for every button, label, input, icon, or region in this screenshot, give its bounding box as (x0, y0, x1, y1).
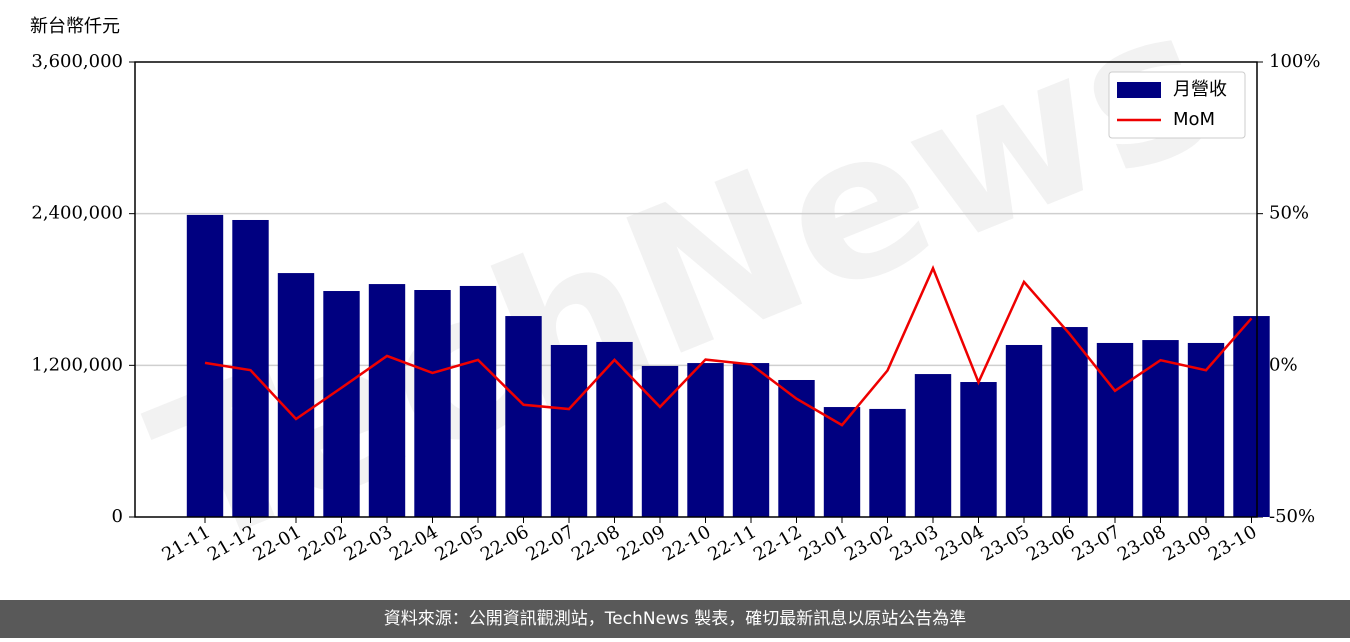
bar (596, 341, 633, 517)
x-tick-label: 22-11 (705, 521, 760, 565)
bar (1142, 340, 1179, 517)
x-tick-label: 23-04 (932, 521, 987, 565)
bar (505, 316, 542, 517)
x-tick-label: 22-09 (614, 521, 669, 565)
y-tick-label: 0 (112, 506, 123, 527)
bar (869, 408, 906, 517)
x-tick-label: 23-05 (978, 521, 1033, 565)
bar (914, 374, 952, 517)
bar (778, 379, 815, 517)
bar (323, 291, 360, 517)
x-tick-label: 22-08 (568, 521, 623, 565)
x-tick-label: 23-02 (841, 521, 896, 565)
bar (368, 284, 406, 517)
line (204, 265, 1253, 427)
x-tick-label: 22-12 (750, 521, 805, 565)
bar (687, 363, 724, 517)
bar (641, 365, 679, 517)
x-tick-label: 22-05 (432, 521, 487, 565)
y2-tick-label: 100% (1269, 51, 1320, 72)
footer-bar (0, 600, 1350, 638)
x-tick-label: 23-01 (796, 521, 851, 565)
bar (1187, 342, 1225, 517)
legend-label: 月營收 (1173, 79, 1227, 100)
bar (1233, 316, 1270, 517)
y-tick-label: 1,200,000 (31, 354, 123, 375)
bar (732, 363, 770, 517)
x-tick-label: 23-07 (1069, 521, 1124, 565)
bar (550, 344, 588, 517)
x-tick-label: 23-03 (887, 521, 942, 565)
bar (960, 382, 997, 517)
bar (414, 290, 451, 517)
x-tick-label: 23-08 (1114, 521, 1169, 565)
x-tick-label: 23-09 (1160, 521, 1215, 565)
bar (1096, 342, 1134, 517)
plot-frame (134, 61, 1258, 518)
legend-swatch (1117, 82, 1161, 98)
x-tick-label: 23-06 (1023, 521, 1078, 565)
x-tick-label: 22-10 (659, 521, 714, 565)
y2-tick-label: -50% (1269, 506, 1315, 527)
footer: 資料來源：公開資訊觀測站，TechNews 製表，確切最新訊息以原站公告為準 (384, 609, 966, 629)
legend-label: MoM (1173, 109, 1215, 130)
y2-tick-label: 0% (1269, 354, 1298, 375)
y2-tick-label: 50% (1269, 203, 1309, 224)
y-tick-label: 2,400,000 (31, 203, 123, 224)
bar (1051, 327, 1088, 517)
x-tick-label: 23-10 (1205, 521, 1260, 565)
x-tick-label: 22-06 (477, 521, 532, 565)
x-tick-label: 22-07 (523, 521, 578, 565)
bar (277, 273, 315, 517)
bar (1005, 344, 1043, 517)
y-tick-label: 3,600,000 (31, 51, 123, 72)
x-tick-label: 22-04 (386, 521, 441, 565)
y-axis-label: 新台幣仟元 (30, 16, 120, 37)
bar (459, 285, 497, 517)
